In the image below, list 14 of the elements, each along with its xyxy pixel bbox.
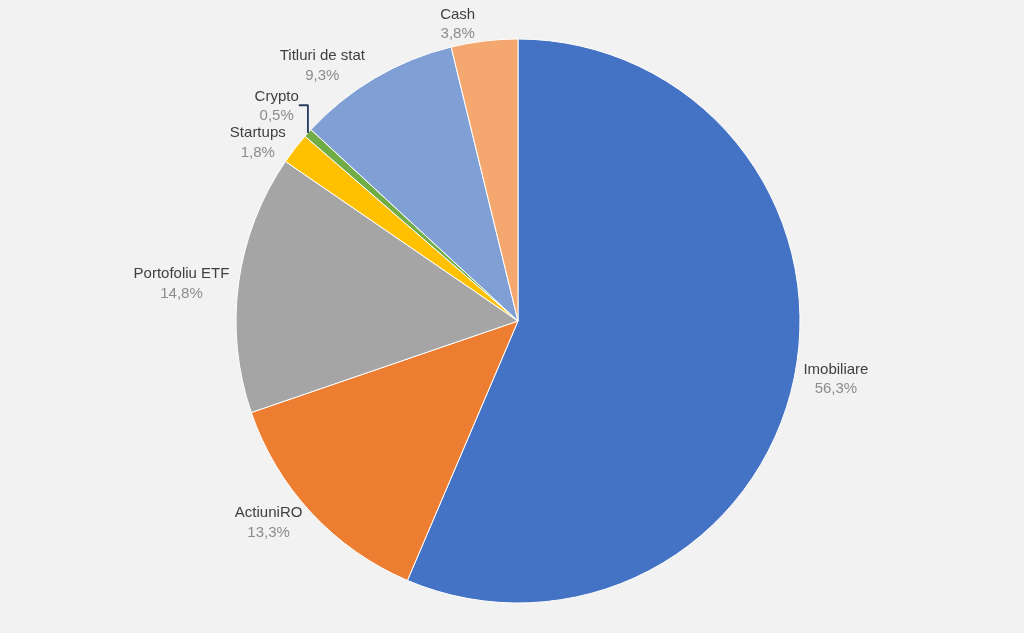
slice-label: Crypto <box>254 86 299 104</box>
data-label: 14,8% <box>160 283 203 301</box>
slice-label: Titluri de stat <box>279 46 366 64</box>
data-label: 13,3% <box>247 522 290 540</box>
slice-label: Imobiliare <box>803 359 869 377</box>
slice-label: Portofoliu ETF <box>133 264 230 282</box>
slice-label: ActiuniRO <box>234 503 303 521</box>
data-label: 9,3% <box>305 65 340 83</box>
slice-label: Cash <box>440 4 476 22</box>
data-label: 56,3% <box>814 379 858 397</box>
data-label: 3,8% <box>440 24 475 42</box>
data-label: 0,5% <box>259 106 294 124</box>
slice-label: Startups <box>229 123 286 141</box>
data-label: 1,8% <box>240 142 275 160</box>
